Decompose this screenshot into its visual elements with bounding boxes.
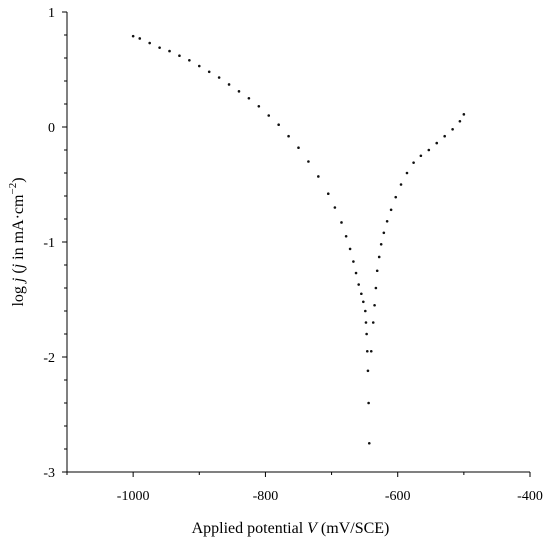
y-tick-label: -3 [43,466,55,481]
data-point [344,234,348,238]
data-point [247,96,251,100]
data-point [158,46,161,49]
x-axis-title-prefix: Applied potential [192,520,308,537]
data-point [207,70,211,74]
data-point [435,141,439,145]
data-points [131,34,466,445]
data-point [394,195,398,199]
axes [66,12,530,473]
x-axis-title-var: V [307,520,319,537]
data-point [451,128,454,131]
x-axis-title-suffix: (mV/SCE) [317,520,389,537]
data-point [357,283,360,286]
data-point [389,208,393,212]
data-point [307,160,310,163]
data-point [374,286,378,290]
y-axis-title-var1: j [10,277,27,284]
y-axis-ticks: -3 -2 -1 0 1 [43,6,67,481]
data-point [227,83,231,86]
data-point [333,206,337,209]
data-point [405,171,409,175]
data-point [178,54,181,57]
x-tick-label: -1000 [117,489,150,504]
data-point [148,41,151,45]
x-axis-ticks: -1000 -800 -600 -400 [66,472,543,504]
data-point [277,123,280,126]
data-point [367,441,371,445]
data-point [373,303,376,307]
data-point [375,269,379,273]
data-point [462,113,466,116]
data-point [340,221,343,224]
data-point [217,76,221,79]
data-point [458,119,462,123]
y-axis-title: log j (j in mA·cm−2) [7,177,27,306]
data-point [367,401,370,405]
data-point [354,271,358,275]
data-point [419,154,423,158]
data-point [237,90,241,93]
data-point [168,49,171,53]
data-point [352,260,355,263]
data-point [412,161,415,164]
data-point [287,134,290,138]
data-point [317,175,320,178]
data-point [267,114,271,117]
data-point [348,247,352,251]
y-tick-label: 0 [48,121,55,136]
x-axis-title: Applied potential V (mV/SCE) [192,520,390,537]
y-axis-title-superscript: −2 [7,183,19,195]
data-point [369,349,373,353]
data-point [188,59,191,62]
y-tick-label: -1 [43,236,55,251]
data-point [197,64,201,68]
data-point [131,34,135,38]
y-axis-title-mid2: in mA·cm [10,194,27,264]
data-point [297,146,300,149]
data-point [377,255,381,259]
data-point [399,183,403,186]
data-point [364,309,367,313]
data-point [360,292,363,296]
y-axis-title-var2: j [10,263,27,270]
data-point [326,192,330,195]
x-tick-label: -400 [517,489,543,504]
data-point [366,369,370,373]
data-point [382,231,386,235]
data-point [257,105,261,108]
data-point [364,321,368,324]
y-axis-title-mid1: ( [10,268,27,277]
data-point [138,37,142,40]
data-point [365,349,369,353]
y-tick-label: 1 [48,6,55,21]
data-point [379,243,383,246]
y-tick-label: -2 [43,351,55,366]
x-tick-label: -600 [385,489,411,504]
data-point [362,300,365,304]
x-tick-label: -800 [253,489,279,504]
data-point [371,321,375,324]
data-point [443,134,446,138]
y-axis-title-end: ) [10,177,27,182]
data-point [385,220,389,223]
data-point [365,332,368,336]
data-point [427,148,431,152]
y-axis-title-prefix: log [10,282,27,306]
